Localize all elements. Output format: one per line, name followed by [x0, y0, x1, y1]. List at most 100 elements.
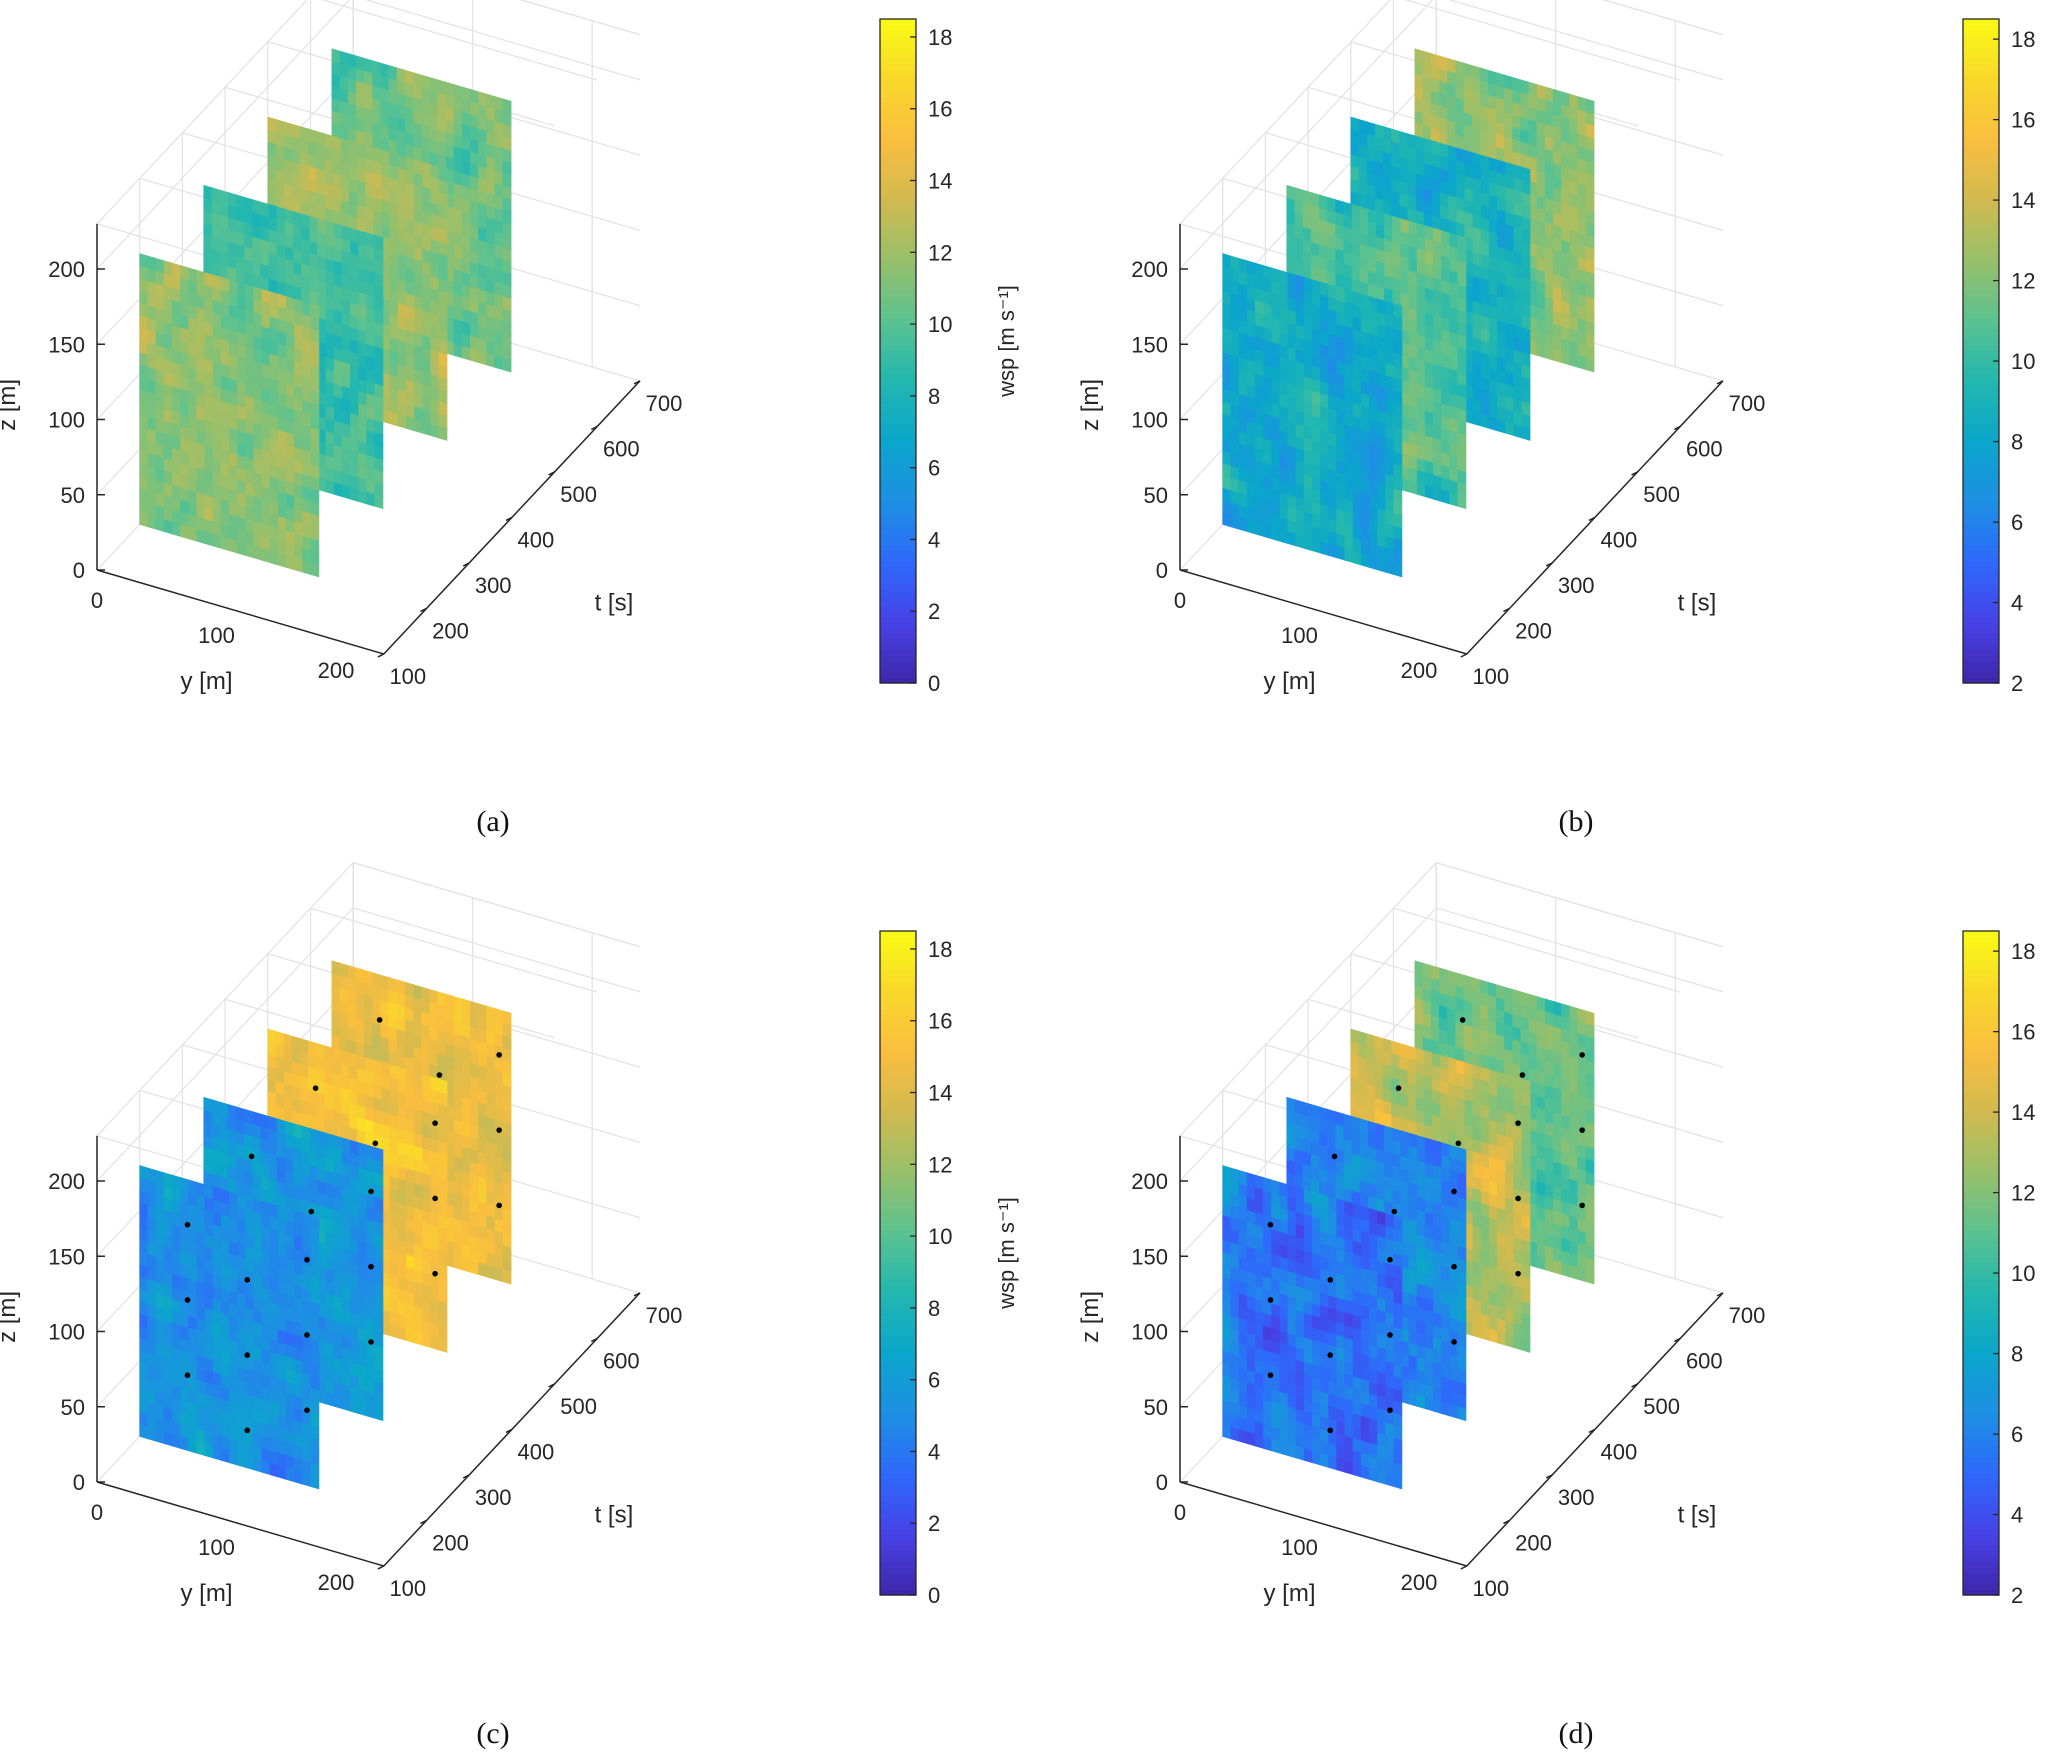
slice-cell [445, 81, 455, 98]
slice-cell [1393, 303, 1403, 319]
colorbar-band [1963, 218, 1999, 225]
colorbar-band [880, 46, 916, 53]
colorbar-band [880, 96, 916, 103]
colorbar-band [880, 517, 916, 524]
colorbar-band [880, 445, 916, 452]
z-axis-label: z [m] [0, 379, 21, 431]
slice-cell [1385, 300, 1395, 317]
colorbar-band [880, 339, 916, 347]
slice-cell [294, 298, 303, 315]
slice-cell [1504, 74, 1513, 91]
slice-cell [1553, 88, 1562, 105]
slice-cell [283, 1033, 293, 1049]
slice-cell [1286, 184, 1296, 201]
slice-cell [1358, 119, 1368, 135]
colorbar-band [1963, 317, 1999, 324]
colorbar-band [880, 644, 916, 651]
slice-cell [1577, 96, 1587, 112]
colorbar-band [1963, 151, 1999, 158]
slice-cell [171, 262, 181, 279]
colorbar-band [880, 511, 916, 518]
slice-cell [1487, 69, 1497, 86]
z-tick-label: 150 [1131, 332, 1168, 357]
colorbar-tick-label: 14 [2011, 188, 2035, 213]
colorbar-band [1963, 262, 1999, 269]
colorbar-band [880, 24, 916, 31]
slice-cell [1536, 84, 1546, 100]
colorbar-band [1963, 140, 1999, 147]
colorbar-band [1963, 41, 1999, 48]
colorbar-band [880, 229, 916, 236]
colorbar-band [880, 245, 916, 252]
t-axis-label: t [s] [1678, 589, 1717, 616]
slice-cell [374, 235, 384, 251]
slice-cell [283, 121, 293, 137]
slice-cell [324, 1045, 334, 1061]
colorbar-band [880, 256, 916, 264]
measurement-point [496, 1202, 502, 1209]
colorbar-band [1963, 450, 1999, 457]
y-tick-label: 0 [91, 588, 103, 613]
colorbar-band [880, 262, 916, 269]
slice-cell [339, 50, 349, 67]
colorbar-band [880, 240, 916, 247]
slice-cell [269, 291, 279, 307]
colorbar-band [880, 660, 916, 667]
slice-cell [470, 1000, 479, 1017]
colorbar-band [1963, 411, 1999, 418]
colorbar-tick-label: 16 [2011, 108, 2035, 133]
slice-cell [1496, 72, 1505, 88]
colorbar-band [880, 345, 916, 352]
slice-cell [1383, 126, 1392, 142]
slice-cell [1472, 152, 1482, 168]
slice-cell [331, 960, 341, 976]
slice-cell [277, 293, 287, 310]
colorbar-band [880, 406, 916, 413]
colorbar-band [880, 633, 916, 640]
colorbar-band [880, 577, 916, 584]
colorbar-band [1963, 57, 1999, 64]
colorbar-band [880, 162, 916, 169]
colorbar-band [880, 373, 916, 380]
colorbar-band [1963, 605, 1999, 612]
colorbar-band [1963, 422, 1999, 430]
colorbar-tick-label: 10 [928, 312, 952, 337]
colorbar-band [1963, 173, 1999, 181]
z-tick-label: 100 [1131, 408, 1168, 433]
colorbar-band [880, 85, 916, 92]
slice-cell [1400, 218, 1410, 234]
slice-cell [291, 1035, 301, 1052]
z-tick-label: 100 [48, 408, 85, 433]
slice-cell [1569, 93, 1579, 110]
colorbar-band [1963, 622, 1999, 629]
slice-cell [1343, 201, 1353, 218]
slice-cell [180, 265, 189, 281]
colorbar-band [880, 356, 916, 363]
colorbar-band [1963, 561, 1999, 568]
slice-cell [302, 300, 312, 317]
colorbar-band [880, 312, 916, 319]
colorbar-band [1963, 550, 1999, 557]
t-tick-label: 500 [1643, 482, 1680, 507]
slice-cell [358, 230, 368, 246]
slice-cell [1279, 269, 1289, 286]
slice-cell [309, 215, 319, 232]
colorbar-tick-label: 8 [2011, 430, 2023, 455]
y-axis-line [96, 1481, 385, 1567]
colorbar-band [880, 295, 916, 302]
colorbar-band [1963, 627, 1999, 634]
slice-cell [380, 974, 390, 991]
colorbar-band [880, 456, 916, 463]
colorbar-band [1963, 577, 1999, 584]
slice-cell [139, 253, 149, 269]
colorbar-band [880, 301, 916, 308]
slice-cell [389, 152, 399, 168]
colorbar-band [1963, 24, 1999, 31]
slice-cell [1464, 150, 1474, 166]
slice-cell [340, 138, 350, 154]
slice-cell [325, 220, 335, 237]
slice-cell [1430, 53, 1440, 69]
slice-t200 [139, 253, 320, 578]
colorbar-band [1963, 489, 1999, 496]
slice-cell [219, 189, 229, 206]
